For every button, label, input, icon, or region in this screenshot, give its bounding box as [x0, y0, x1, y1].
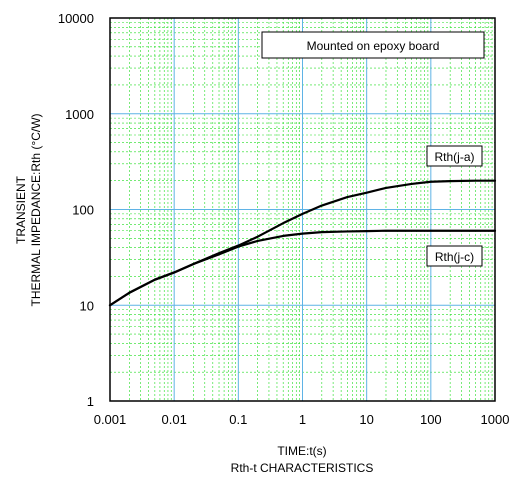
y-tick-label: 10 [80, 298, 94, 313]
x-tick-label: 0.001 [94, 412, 127, 427]
chart-title: Rth-t CHARACTERISTICS [231, 461, 374, 475]
x-tick-label: 1000 [481, 412, 510, 427]
y-tick-label: 1000 [65, 107, 94, 122]
annotation-box: Mounted on epoxy board [261, 31, 485, 59]
x-tick-label: 100 [420, 412, 442, 427]
major-grid [110, 18, 495, 401]
annotation-text: Mounted on epoxy board [307, 39, 440, 53]
x-tick-label: 0.01 [162, 412, 187, 427]
series-label-rth-jc: Rth(j-c) [435, 250, 474, 264]
x-tick-label: 10 [359, 412, 373, 427]
y-tick-labels: 1 10 100 1000 10000 [58, 11, 94, 409]
series-layer [108, 179, 497, 307]
series-label-rth-ja: Rth(j-a) [434, 150, 474, 164]
x-tick-label: 0.1 [229, 412, 247, 427]
legend-label-rth-ja: Rth(j-a) [426, 145, 483, 167]
plot-frame [109, 17, 496, 402]
series-line-rth-jc [108, 229, 497, 307]
x-tick-labels: 0.001 0.01 0.1 1 10 100 1000 [94, 412, 510, 427]
x-axis-label: TIME:t(s) [277, 444, 326, 458]
y-axis-label-line2: THERMAL IMPEDANCE:Rth (°C/W) [29, 113, 43, 306]
y-tick-label: 1 [87, 394, 94, 409]
y-tick-label: 100 [72, 203, 94, 218]
y-tick-label: 10000 [58, 11, 94, 26]
legend-label-rth-jc: Rth(j-c) [426, 245, 483, 267]
x-tick-label: 1 [299, 412, 306, 427]
y-axis-label-line1: TRANSIENT [14, 175, 28, 244]
